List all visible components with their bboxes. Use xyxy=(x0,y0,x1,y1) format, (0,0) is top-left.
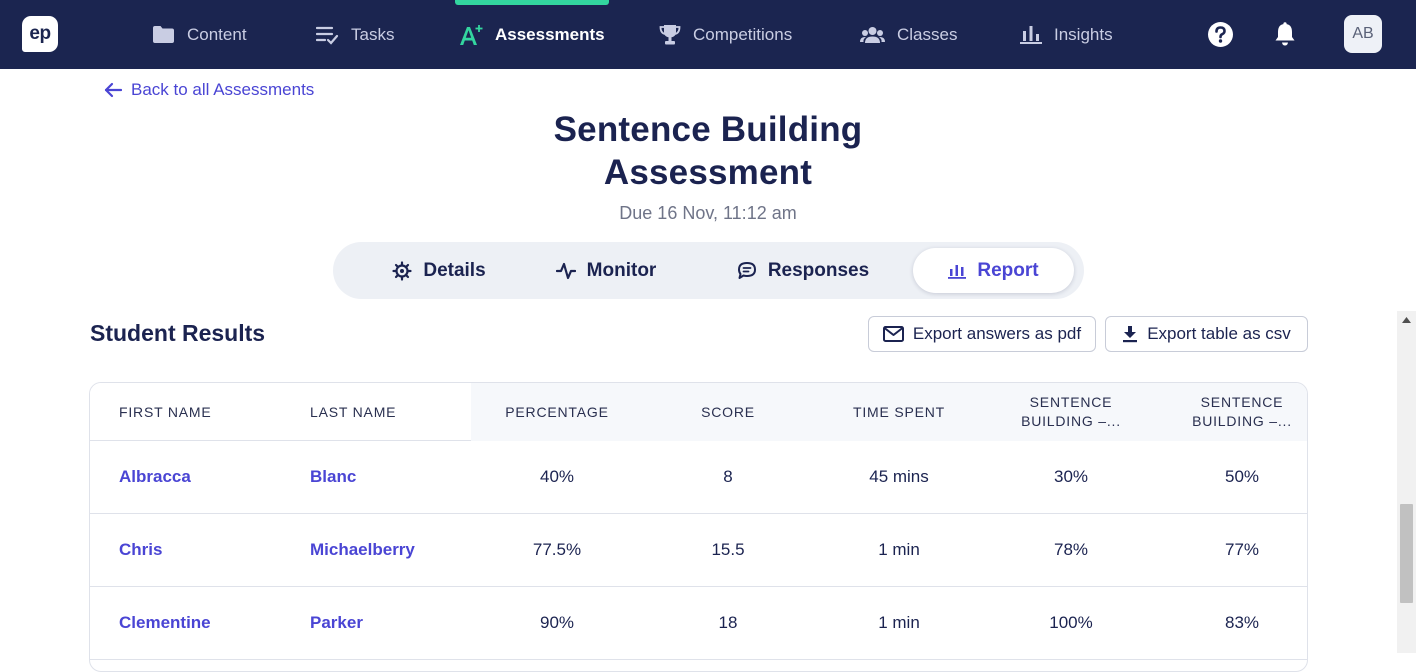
notifications-button[interactable] xyxy=(1271,20,1299,48)
pulse-icon xyxy=(555,262,576,280)
gear-icon xyxy=(392,260,412,281)
student-results-title: Student Results xyxy=(90,320,266,346)
users-icon xyxy=(860,26,885,44)
column-header-score[interactable]: SCORE xyxy=(701,404,755,420)
export-csv-label: Export table as csv xyxy=(1147,324,1291,343)
nav-item-assessments[interactable]: Assessments xyxy=(455,0,609,69)
percentage-cell: 90% xyxy=(539,613,575,632)
triangle-up-icon xyxy=(1402,317,1411,323)
tab-label: Responses xyxy=(767,259,870,281)
tab-label: Monitor xyxy=(586,259,657,281)
scrollbar-thumb[interactable] xyxy=(1400,504,1413,603)
column-header-sentence-building-2[interactable]: SENTENCE BUILDING –... xyxy=(1192,394,1292,429)
column-header-last-name[interactable]: LAST NAME xyxy=(310,404,397,420)
back-link-label: Back to all Assessments xyxy=(131,80,315,99)
user-avatar[interactable]: AB xyxy=(1344,15,1382,53)
due-date: Due 16 Nov, 11:12 am xyxy=(619,203,797,223)
tab-report[interactable]: Report xyxy=(913,248,1074,293)
page-scrollbar[interactable] xyxy=(1397,311,1416,653)
download-icon xyxy=(1122,325,1138,343)
student-first-name-link[interactable]: Albracca xyxy=(119,467,191,486)
score-cell: 8 xyxy=(723,467,733,486)
sentence-building-2-cell: 77% xyxy=(1224,540,1260,559)
help-button[interactable] xyxy=(1206,20,1234,48)
trophy-icon xyxy=(659,24,681,46)
page-title: Sentence Building Assessment xyxy=(408,108,1008,194)
sentence-building-1-cell: 30% xyxy=(1053,467,1089,486)
column-header-time-spent[interactable]: TIME SPENT xyxy=(852,404,945,420)
bar-chart-icon xyxy=(1020,25,1042,45)
back-to-assessments-link[interactable]: Back to all Assessments xyxy=(104,80,314,100)
sentence-building-2-cell: 83% xyxy=(1224,613,1260,632)
score-cell: 18 xyxy=(718,613,738,632)
column-header-first-name[interactable]: FIRST NAME xyxy=(119,404,212,420)
student-results-table: FIRST NAME LAST NAME PERCENTAGE SCORE TI… xyxy=(89,382,1308,672)
question-icon xyxy=(1207,21,1233,47)
percentage-cell: 40% xyxy=(539,467,575,486)
tab-responses[interactable]: Responses xyxy=(718,248,888,293)
tab-label: Details xyxy=(423,259,486,281)
nav-item-label: Content xyxy=(187,24,247,44)
column-header-sentence-building-1[interactable]: SENTENCE BUILDING –... xyxy=(1021,394,1121,429)
nav-item-classes[interactable]: Classes xyxy=(860,0,957,69)
chat-icon xyxy=(737,261,757,280)
scroll-up-button[interactable] xyxy=(1397,311,1416,329)
export-pdf-label: Export answers as pdf xyxy=(912,324,1082,343)
student-last-name-link[interactable]: Parker xyxy=(310,613,363,632)
time-spent-cell: 45 mins xyxy=(869,467,929,486)
time-spent-cell: 1 min xyxy=(878,613,920,632)
page-title-line-1: Sentence Building xyxy=(553,110,863,149)
student-first-name-link[interactable]: Chris xyxy=(119,540,163,559)
table-row: Clementine Parker 90% 18 1 min 100% 83% xyxy=(90,587,1307,660)
a-plus-icon xyxy=(459,24,483,46)
nav-item-label: Classes xyxy=(897,24,958,44)
student-last-name-link[interactable]: Michaelberry xyxy=(310,540,415,559)
mail-icon xyxy=(882,326,904,342)
student-first-name-link[interactable]: Clementine xyxy=(119,613,211,632)
folder-icon xyxy=(152,25,175,44)
sentence-building-1-cell: 100% xyxy=(1049,613,1093,632)
assessment-tabs: Details Monitor Responses Report xyxy=(333,242,1084,299)
arrow-left-icon xyxy=(104,82,122,98)
nav-item-label: Tasks xyxy=(351,24,395,44)
sentence-building-2-cell: 50% xyxy=(1224,467,1260,486)
nav-item-label: Assessments xyxy=(495,24,605,44)
nav-item-tasks[interactable]: Tasks xyxy=(316,0,394,69)
bell-icon xyxy=(1275,21,1295,45)
nav-item-label: Competitions xyxy=(693,24,793,44)
percentage-cell: 77.5% xyxy=(532,540,582,559)
nav-item-label: Insights xyxy=(1054,24,1113,44)
column-header-percentage[interactable]: PERCENTAGE xyxy=(505,404,609,420)
ep-logo[interactable]: ep xyxy=(22,16,58,52)
table-row: Albracca Blanc 40% 8 45 mins 30% 50% xyxy=(90,441,1307,514)
export-pdf-button[interactable]: Export answers as pdf xyxy=(868,316,1096,352)
tab-label: Report xyxy=(977,259,1039,281)
time-spent-cell: 1 min xyxy=(878,540,920,559)
page-title-line-2: Assessment xyxy=(603,153,813,192)
tab-monitor[interactable]: Monitor xyxy=(530,248,682,293)
checklist-icon xyxy=(316,25,339,45)
table-header: FIRST NAME LAST NAME PERCENTAGE SCORE TI… xyxy=(90,383,1307,441)
table-row: Chris Michaelberry 77.5% 15.5 1 min 78% … xyxy=(90,514,1307,587)
tab-details[interactable]: Details xyxy=(359,248,519,293)
score-cell: 15.5 xyxy=(711,540,745,559)
top-nav: ep Content Tasks Assessments Competition… xyxy=(0,0,1416,69)
nav-item-content[interactable]: Content xyxy=(152,0,247,69)
nav-item-competitions[interactable]: Competitions xyxy=(659,0,792,69)
bar-chart-icon xyxy=(948,263,967,279)
export-csv-button[interactable]: Export table as csv xyxy=(1105,316,1308,352)
sentence-building-1-cell: 78% xyxy=(1053,540,1089,559)
nav-item-insights[interactable]: Insights xyxy=(1020,0,1113,69)
student-last-name-link[interactable]: Blanc xyxy=(310,467,357,486)
